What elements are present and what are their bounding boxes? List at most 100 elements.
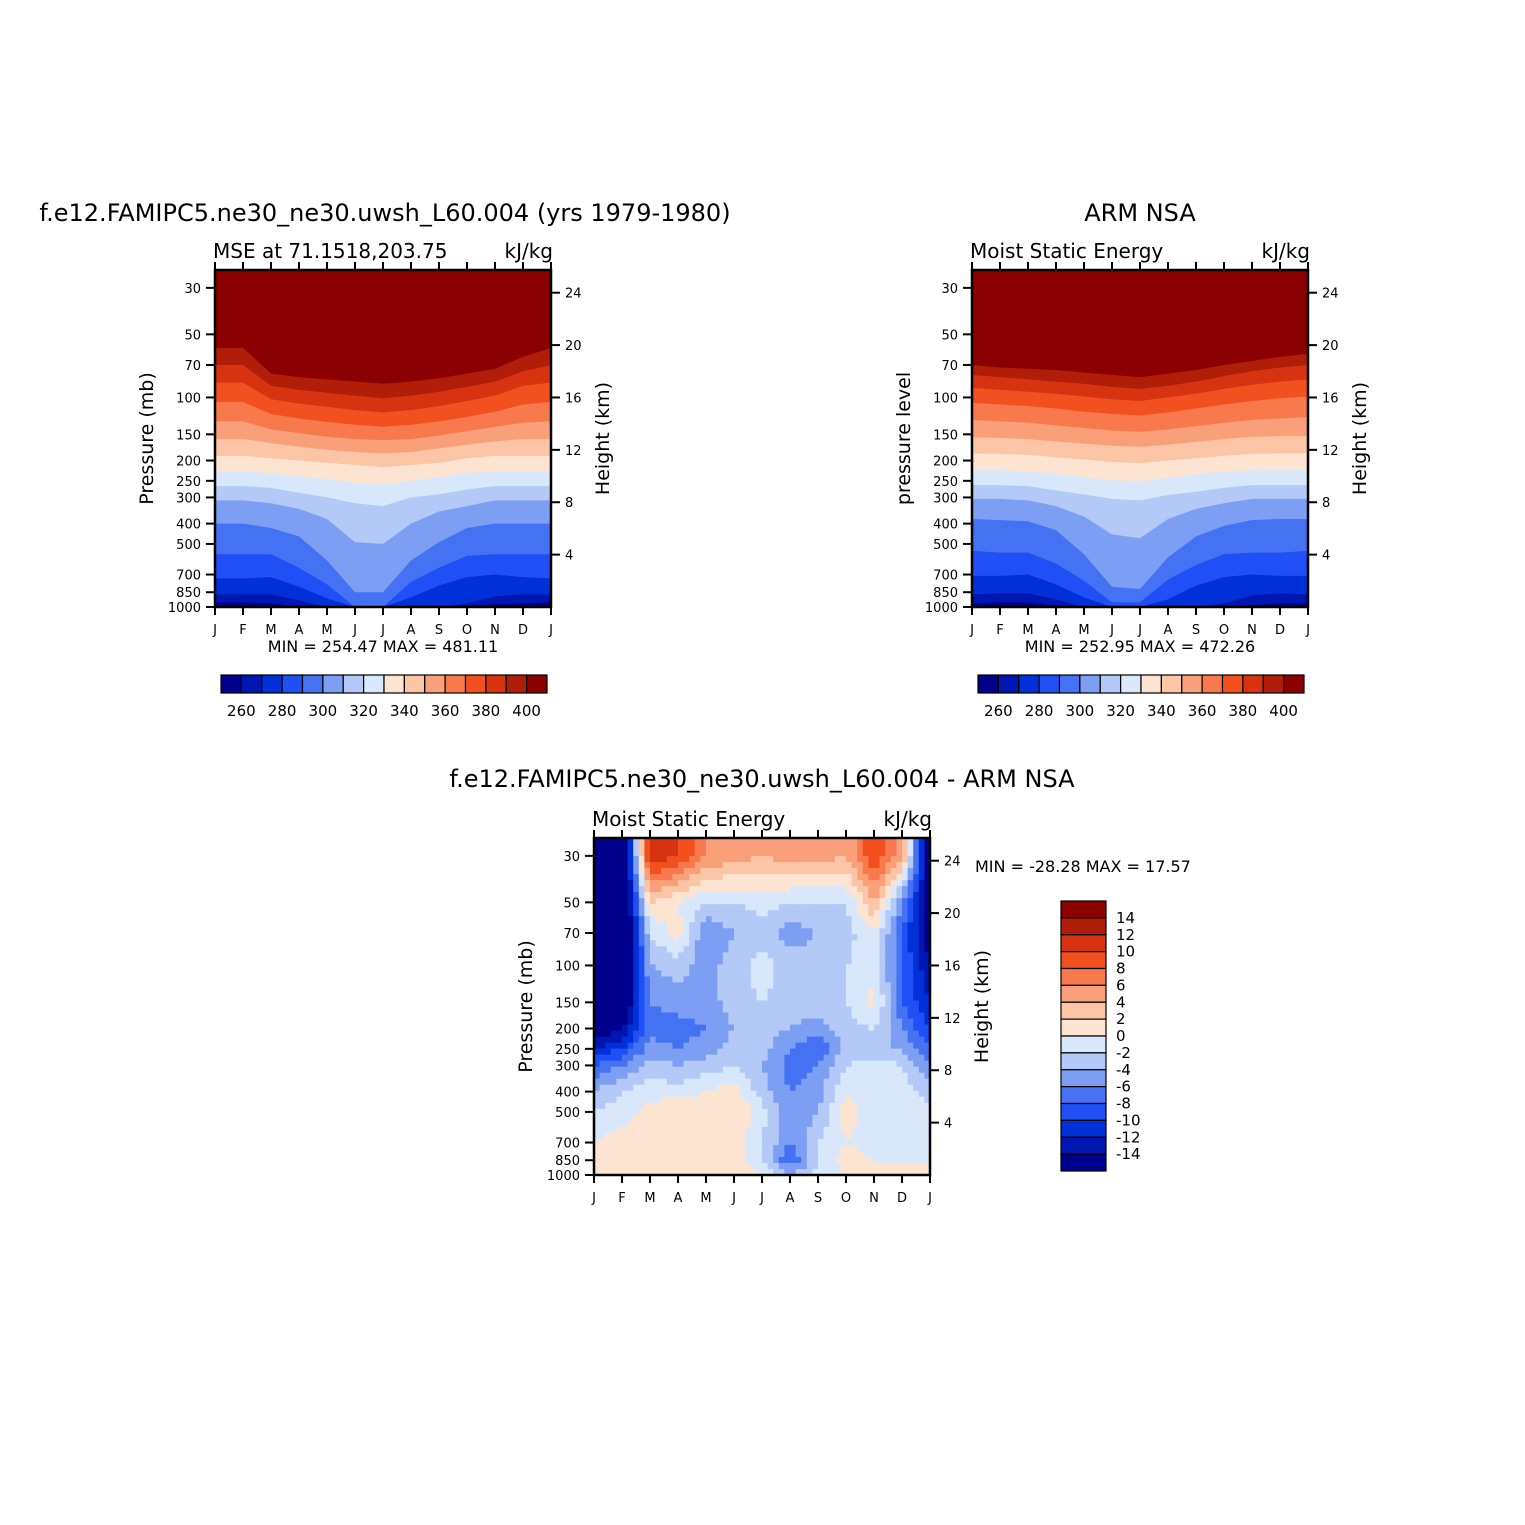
field-cell — [694, 928, 701, 935]
x-tick-label: N — [490, 623, 500, 638]
field-cell — [739, 1108, 746, 1116]
field-cell — [605, 1054, 612, 1062]
field-cell — [756, 928, 763, 935]
field-cell — [773, 1162, 780, 1170]
field-cell — [678, 1048, 685, 1056]
field-cell — [622, 1150, 629, 1158]
field-cell — [594, 898, 601, 905]
field-cell — [722, 856, 729, 863]
field-cell — [868, 1042, 875, 1050]
field-cell — [812, 1126, 819, 1134]
field-cell — [902, 970, 909, 978]
x-tick-label: J — [1305, 623, 1310, 638]
field-cell — [700, 1030, 707, 1038]
field-cell — [627, 1102, 634, 1110]
field-cell — [650, 892, 657, 899]
field-cell — [655, 1000, 662, 1008]
field-cell — [924, 904, 931, 911]
field-cell — [868, 934, 875, 941]
field-cell — [868, 1090, 875, 1098]
y2-tick-label: 20 — [565, 339, 582, 354]
field-cell — [700, 970, 707, 978]
field-cell — [610, 874, 617, 881]
field-cell — [801, 1030, 808, 1038]
field-cell — [627, 1120, 634, 1128]
field-cell — [610, 988, 617, 996]
field-cell — [806, 988, 813, 996]
field-cell — [594, 1108, 601, 1116]
field-cell — [734, 1042, 741, 1050]
field-cell — [728, 946, 735, 953]
field-cell — [711, 862, 718, 869]
field-cell — [812, 886, 819, 893]
field-cell — [767, 862, 774, 869]
colorbar — [1060, 900, 1107, 1172]
field-cell — [907, 844, 914, 851]
field-cell — [655, 1114, 662, 1122]
field-cell — [862, 940, 869, 947]
field-cell — [857, 1024, 864, 1032]
field-cell — [655, 940, 662, 947]
field-cell — [605, 1006, 612, 1014]
field-cell — [862, 1030, 869, 1038]
field-cell — [902, 1090, 909, 1098]
field-cell — [840, 1150, 847, 1158]
field-cell — [762, 1000, 769, 1008]
field-cell — [756, 1030, 763, 1038]
field-cell — [767, 1084, 774, 1092]
field-cell — [885, 922, 892, 929]
field-cell — [913, 1078, 920, 1086]
field-cell — [644, 976, 651, 984]
field-cell — [655, 892, 662, 899]
field-cell — [851, 1144, 858, 1152]
field-cell — [890, 1168, 897, 1176]
field-cell — [750, 1156, 757, 1164]
field-cell — [650, 1072, 657, 1080]
field-cell — [879, 994, 886, 1002]
y-tick-label: 50 — [184, 328, 201, 343]
field-cell — [885, 1120, 892, 1128]
field-cell — [879, 916, 886, 923]
field-cell — [610, 1168, 617, 1176]
field-cell — [896, 940, 903, 947]
field-cell — [857, 1114, 864, 1122]
field-cell — [846, 1006, 853, 1014]
field-cell — [862, 928, 869, 935]
field-cell — [885, 1144, 892, 1152]
field-cell — [790, 922, 797, 929]
field-cell — [616, 1066, 623, 1074]
field-cell — [762, 910, 769, 917]
field-cell — [627, 1108, 634, 1116]
field-cell — [661, 1048, 668, 1056]
field-cell — [661, 904, 668, 911]
field-cell — [689, 838, 696, 845]
field-cell — [840, 1042, 847, 1050]
field-cell — [689, 850, 696, 857]
field-cell — [594, 1168, 601, 1176]
field-cell — [885, 1072, 892, 1080]
field-cell — [885, 1024, 892, 1032]
field-cell — [823, 1132, 830, 1140]
field-cell — [784, 976, 791, 984]
field-cell — [896, 1024, 903, 1032]
y2-axis-label: Height (km) — [971, 950, 993, 1063]
field-cell — [739, 916, 746, 923]
field-cell — [610, 1138, 617, 1146]
field-cell — [840, 898, 847, 905]
field-cell — [694, 988, 701, 996]
field-cell — [711, 874, 718, 881]
field-cell — [924, 970, 931, 978]
field-cell — [790, 1156, 797, 1164]
field-cell — [874, 856, 881, 863]
field-cell — [700, 952, 707, 959]
field-cell — [834, 922, 841, 929]
field-cell — [666, 946, 673, 953]
field-cell — [655, 1096, 662, 1104]
field-cell — [622, 1036, 629, 1044]
colorbar-label: 340 — [1147, 702, 1176, 720]
field-cell — [918, 952, 925, 959]
field-cell — [874, 1168, 881, 1176]
field-cell — [907, 1168, 914, 1176]
colorbar-box — [1060, 984, 1107, 1003]
field-cell — [694, 1048, 701, 1056]
